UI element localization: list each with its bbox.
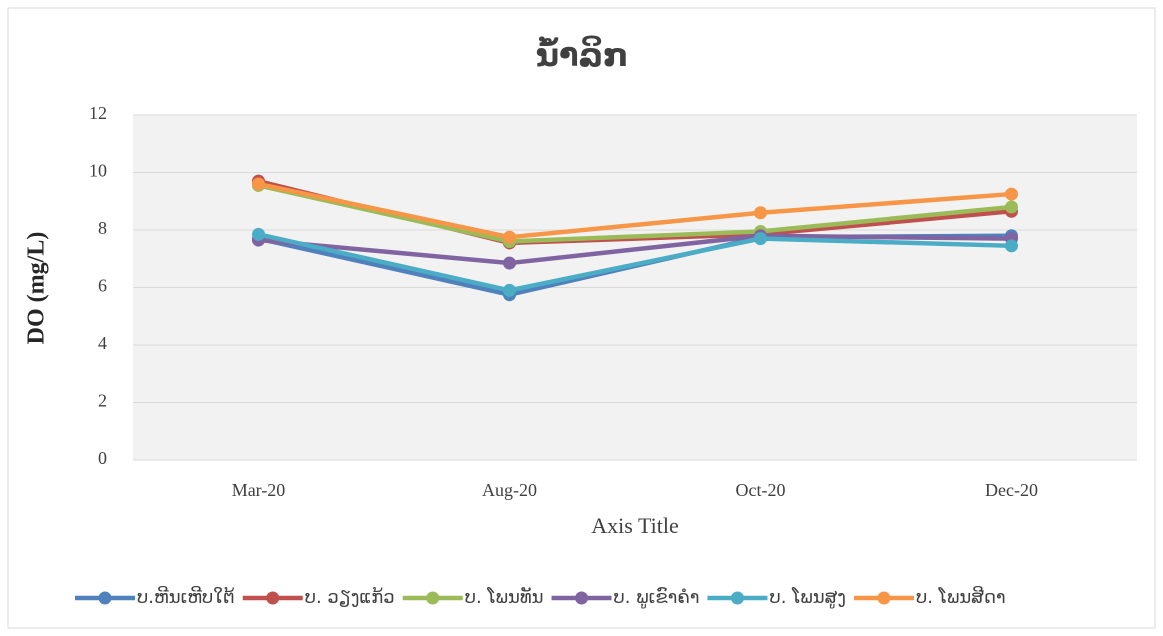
legend-label: ບ. ພູເຂົາຄຳ [614,586,700,608]
y-axis-title: DO (mg/L) [24,232,50,345]
legend-marker [575,591,589,605]
x-axis-title: Axis Title [591,513,678,538]
point [503,283,516,297]
legend-label: ບ. ວຽງແກ້ວ [305,587,395,608]
series-line [258,181,1012,240]
y-tick-label: 12 [89,103,107,123]
legend-label: ບ. ໂພນສີດາ [916,587,1006,608]
legend-marker [426,591,440,605]
point [1005,239,1018,253]
series-line [258,233,1012,266]
y-tick-label: 2 [98,391,107,411]
legend-marker [98,591,112,605]
legend-label: ບ. ໂພນສູງ [769,587,846,608]
x-tick-label: Mar-20 [232,480,286,500]
y-tick-label: 4 [98,333,107,353]
series-line [258,232,1012,293]
point [252,227,265,241]
point [503,256,516,270]
legend-marker [730,591,744,605]
legend-label: ບ. ໂພນທັນ [465,586,544,608]
series-line [258,183,1012,244]
y-tick-label: 6 [98,276,107,296]
x-tick-label: Aug-20 [482,480,537,500]
point [1005,200,1018,214]
legend-label: ບ.ຫີນເຫີບໃຕ້ [137,587,235,608]
legend-marker [266,591,280,605]
chart-title: ນ້ຳລິກ [536,35,629,74]
point [1005,187,1018,201]
y-tick-label: 0 [98,448,107,468]
point [754,206,767,220]
y-tick-label: 8 [98,218,107,238]
x-tick-label: Dec-20 [985,480,1038,500]
point [754,232,767,246]
point [503,230,516,244]
y-tick-label: 10 [89,161,107,181]
legend-marker [877,591,891,605]
point [252,177,265,191]
x-tick-label: Oct-20 [736,480,786,500]
